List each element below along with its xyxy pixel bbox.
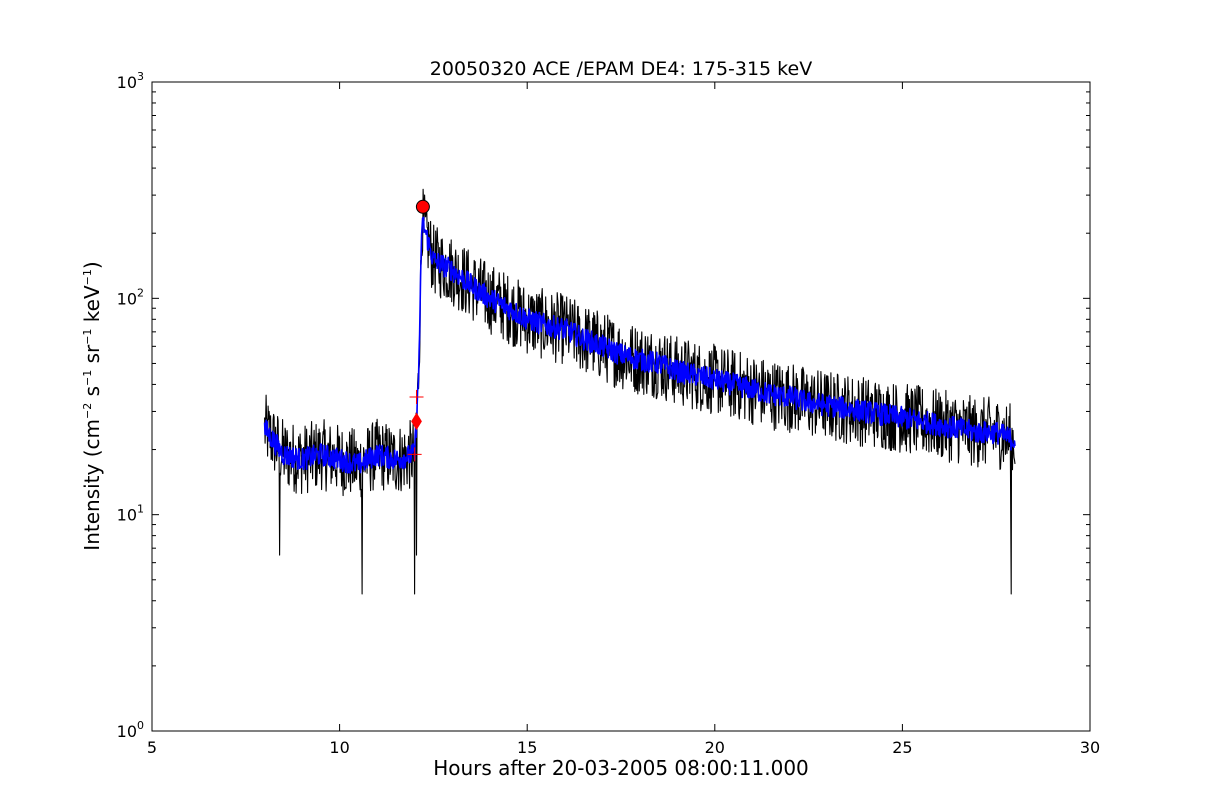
x-axis-label: Hours after 20-03-2005 08:00:11.000: [433, 756, 809, 780]
x-tick-label: 5: [147, 738, 157, 757]
series-layer: [263, 188, 1016, 595]
x-tick-label: 10: [329, 738, 349, 757]
y-label-part: sr: [80, 344, 104, 370]
y-axis-label: Intensity (cm−2 s−1 sr−1 keV−1): [80, 261, 104, 550]
y-label-part: ): [80, 261, 104, 269]
y-label-sup: −1: [81, 329, 94, 345]
error-marker: [409, 389, 424, 404]
tick-layer: 5 10 15 20 25 30 100 101 102 103: [117, 70, 1101, 757]
y-label-part: Intensity (cm: [80, 419, 104, 551]
x-tick-label: 30: [1080, 738, 1100, 757]
y-tick-label: 103: [117, 70, 144, 92]
plot-frame: [151, 81, 1091, 732]
y-tick-label: 102: [117, 286, 144, 308]
y-label-sup: −2: [81, 403, 94, 419]
y-label-sup: −1: [81, 370, 94, 386]
y-label-part: s: [80, 386, 104, 403]
y-tick-label: 100: [117, 719, 144, 741]
error-marker: [407, 447, 422, 462]
x-tick-label: 20: [705, 738, 725, 757]
peak-marker: [415, 199, 430, 214]
y-label-part: keV: [80, 285, 104, 329]
series-line-1: [263, 216, 1016, 474]
onset-marker: [411, 412, 422, 431]
chart-title: 20050320 ACE /EPAM DE4: 175-315 keV: [430, 58, 812, 80]
x-tick-label: 25: [892, 738, 912, 757]
x-tick-label: 15: [517, 738, 537, 757]
marker-layer: [407, 199, 430, 462]
y-tick-label: 101: [117, 503, 144, 525]
y-label-sup: −1: [81, 269, 94, 285]
